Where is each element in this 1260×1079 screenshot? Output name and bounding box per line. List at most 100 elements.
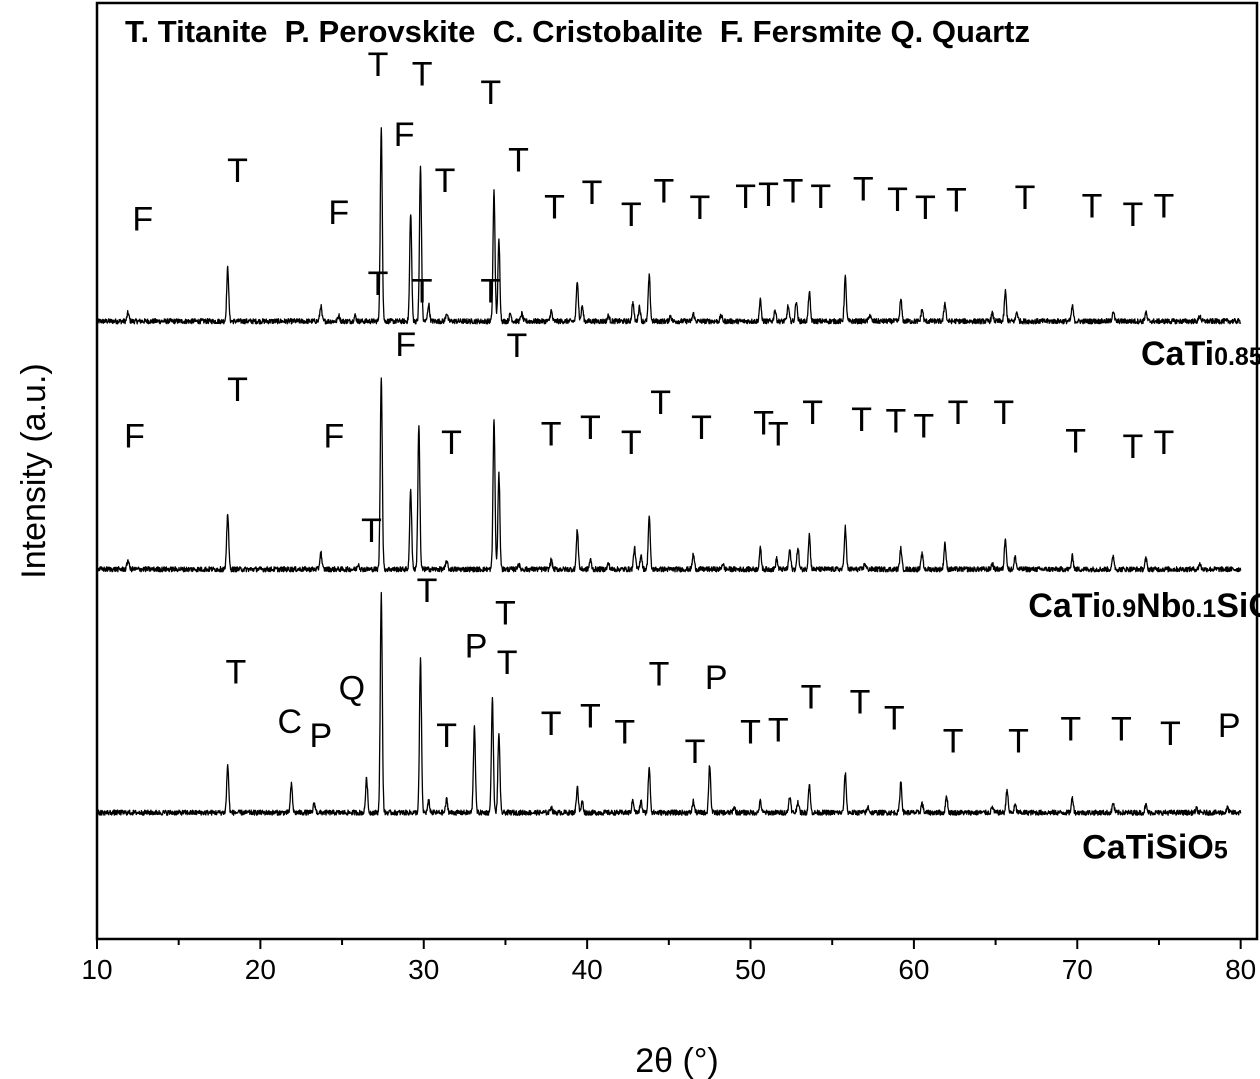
peak-label: T — [506, 327, 527, 365]
peak-label: T — [654, 172, 675, 210]
peak-label: T — [580, 409, 601, 447]
peak-label: T — [1111, 711, 1132, 749]
phase-legend: T. Titanite P. Perovskite C. Cristobalit… — [125, 14, 1030, 49]
trace-0 — [96, 127, 1242, 325]
peak-label: T — [1122, 428, 1143, 466]
peak-label: T — [1122, 196, 1143, 234]
sample-label-0: CaTi0.85Nb0.15SiO5 — [1141, 335, 1260, 373]
peak-label: T — [435, 162, 456, 200]
sample-labels: CaTi0.85Nb0.15SiO5 CaTi0.9Nb0.1SiO5 CaTiSi… — [1028, 335, 1260, 866]
peak-label: T — [1082, 187, 1103, 225]
peak-label: T — [495, 595, 516, 633]
peak-label: T — [768, 712, 789, 750]
peak-label: T — [753, 404, 774, 442]
x-tick-label: 50 — [735, 954, 766, 985]
peak-label: T — [810, 178, 831, 216]
trace-2 — [96, 591, 1242, 816]
peak-label: T — [649, 655, 670, 693]
peak-label: T — [886, 403, 907, 441]
x-axis: 10 20 30 40 50 60 70 80 — [81, 939, 1256, 985]
peak-label: T — [685, 733, 706, 771]
peak-label: T — [740, 713, 761, 751]
peak-label: P — [1218, 707, 1241, 745]
peak-label: T — [802, 394, 823, 432]
peak-label: T — [412, 55, 433, 93]
peak-label: T — [783, 172, 804, 210]
peak-label: T — [580, 697, 601, 735]
peak-label: T — [1160, 715, 1181, 753]
peak-label: T — [689, 189, 710, 227]
peak-label: T — [621, 424, 642, 462]
peak-label: T — [948, 394, 969, 432]
x-axis-label: 2θ (°) — [635, 1042, 719, 1079]
peak-label: T — [850, 683, 871, 721]
peak-label: T — [887, 181, 908, 219]
peak-label: T — [1065, 422, 1086, 460]
peak-label: T — [368, 265, 389, 303]
peak-label: T — [582, 174, 603, 212]
peak-label: T — [943, 723, 964, 761]
peak-label: T — [853, 170, 874, 208]
x-tick-label: 70 — [1062, 954, 1093, 985]
peak-label: F — [132, 200, 153, 238]
peak-label: T — [368, 46, 389, 84]
peak-label: Q — [339, 669, 365, 707]
peak-label: T — [541, 416, 562, 454]
peak-label: T — [884, 699, 905, 737]
plot-frame — [95, 1, 1259, 941]
peak-label: T — [915, 189, 936, 227]
peak-label: T — [1015, 179, 1036, 217]
peak-label: T — [544, 188, 565, 226]
x-tick-label: 80 — [1225, 954, 1256, 985]
peak-label: F — [395, 326, 416, 364]
x-tick-label: 30 — [408, 954, 439, 985]
peak-label: T — [436, 717, 457, 755]
x-tick-label: 60 — [898, 954, 929, 985]
peak-label: T — [758, 176, 779, 214]
peak-label: F — [394, 116, 415, 154]
peak-label: T — [225, 653, 246, 691]
peak-label: F — [124, 418, 145, 456]
peak-label: T — [913, 407, 934, 445]
peak-label: T — [508, 141, 529, 179]
peak-label: T — [691, 409, 712, 447]
peak-label: T — [650, 384, 671, 422]
peak-label: T — [227, 371, 248, 409]
peak-label: F — [324, 418, 345, 456]
peak-label: T — [614, 713, 635, 751]
y-axis-label: Intensity (a.u.) — [15, 363, 53, 578]
peak-label: T — [768, 416, 789, 454]
peak-label: F — [328, 194, 349, 232]
sample-label-1: CaTi0.9Nb0.1SiO5 — [1028, 587, 1260, 625]
peak-label: T — [1153, 187, 1174, 225]
peak-label: P — [309, 717, 332, 755]
peak-label: T — [946, 182, 967, 220]
peak-label: T — [1060, 711, 1081, 749]
peak-label: T — [1153, 424, 1174, 462]
peak-label: T — [497, 644, 518, 682]
peak-label: T — [541, 705, 562, 743]
peak-label: T — [851, 401, 872, 439]
diffraction-traces — [96, 127, 1242, 816]
peak-label: T — [361, 512, 382, 550]
trace-1 — [96, 377, 1242, 573]
peak-label: T — [227, 152, 248, 190]
peak-label: P — [705, 659, 728, 697]
peak-label: T — [621, 196, 642, 234]
sample-label-2: CaTiSiO5 — [1082, 829, 1228, 867]
x-tick-label: 40 — [572, 954, 603, 985]
x-tick-label: 10 — [81, 954, 112, 985]
peak-label: C — [278, 703, 303, 741]
peak-label: T — [480, 74, 501, 112]
peak-label: T — [417, 572, 438, 610]
peak-label: T — [1008, 723, 1029, 761]
peak-label: T — [480, 273, 501, 311]
peak-label: T — [993, 394, 1014, 432]
peak-label: T — [412, 273, 433, 311]
peak-label: T — [735, 178, 756, 216]
peak-label: T — [441, 424, 462, 462]
x-tick-label: 20 — [245, 954, 276, 985]
peak-label: P — [465, 627, 488, 665]
